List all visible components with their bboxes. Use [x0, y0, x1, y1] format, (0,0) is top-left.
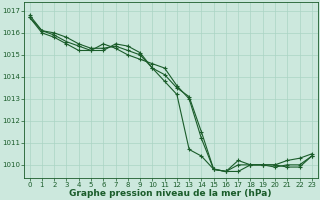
X-axis label: Graphe pression niveau de la mer (hPa): Graphe pression niveau de la mer (hPa)	[69, 189, 272, 198]
